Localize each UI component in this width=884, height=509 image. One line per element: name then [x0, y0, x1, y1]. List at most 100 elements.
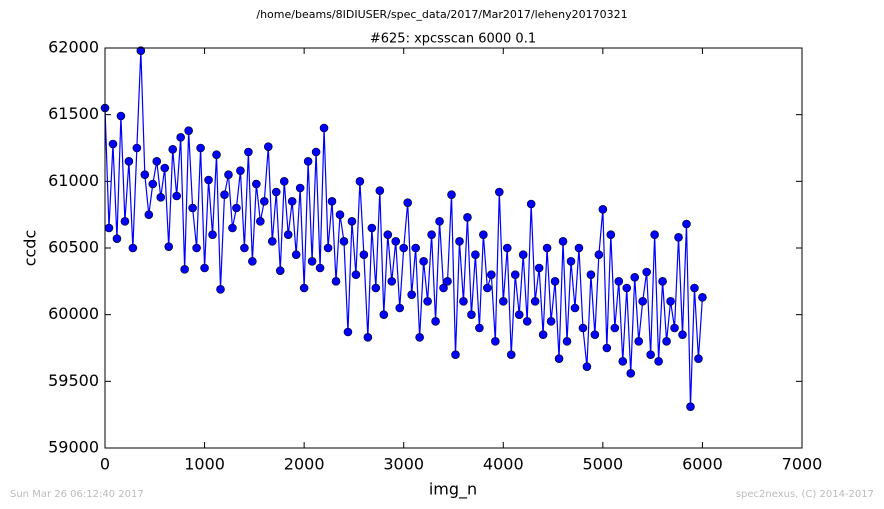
data-point — [546, 317, 556, 326]
x-tick-label: 6000 — [682, 455, 723, 474]
data-point — [220, 190, 229, 199]
data-point — [112, 234, 122, 243]
data-point — [594, 250, 604, 259]
data-point — [391, 237, 401, 246]
suptitle: /home/beams/8IDIUSER/spec_data/2017/Mar2… — [256, 8, 627, 21]
data-point — [654, 357, 663, 366]
data-point — [379, 310, 389, 319]
data-point — [451, 350, 460, 359]
data-point — [351, 270, 361, 279]
data-point — [331, 277, 341, 286]
data-point — [248, 257, 257, 266]
data-point — [614, 277, 624, 286]
data-point — [256, 217, 265, 226]
data-point — [240, 243, 249, 253]
data-point — [216, 285, 225, 294]
data-point — [646, 350, 655, 359]
data-point — [610, 323, 620, 333]
data-point — [232, 203, 241, 213]
data-point — [423, 297, 432, 306]
data-point — [263, 142, 273, 151]
data-point — [208, 230, 217, 239]
data-point — [160, 163, 170, 173]
data-point — [132, 143, 142, 153]
y-tick-label: 60500 — [48, 238, 99, 257]
data-point — [578, 323, 588, 333]
y-tick-label: 61500 — [48, 104, 99, 123]
data-point — [463, 213, 472, 222]
data-point — [471, 250, 480, 259]
data-point — [630, 273, 640, 282]
data-point — [267, 237, 277, 246]
data-point — [447, 190, 456, 199]
data-point — [359, 250, 369, 259]
data-point — [335, 210, 345, 219]
data-point — [228, 223, 237, 233]
data-point — [128, 243, 138, 253]
data-point — [192, 243, 201, 253]
footer-left: Sun Mar 26 06:12:40 2017 — [10, 489, 144, 500]
data-point — [303, 157, 313, 166]
data-point — [307, 257, 317, 266]
data-point — [510, 270, 520, 279]
data-point — [574, 243, 584, 253]
data-point — [144, 210, 154, 219]
data-point — [164, 242, 174, 251]
data-point — [180, 265, 189, 274]
data-point — [602, 343, 612, 353]
data-point — [387, 277, 397, 286]
data-point — [674, 233, 683, 242]
data-point — [204, 175, 213, 185]
data-point — [319, 123, 329, 133]
data-point — [518, 250, 528, 259]
plot-frame — [104, 47, 803, 449]
data-point — [252, 179, 261, 189]
data-point — [698, 293, 707, 302]
data-point — [642, 267, 651, 277]
data-point — [299, 283, 309, 293]
data-point — [315, 263, 325, 273]
data-point — [355, 177, 365, 186]
data-point — [550, 277, 560, 286]
y-tick-label: 62000 — [48, 38, 99, 57]
chart-title: #625: xpcsscan 6000 0.1 — [370, 32, 536, 47]
data-point — [554, 354, 564, 363]
data-point — [435, 217, 444, 226]
data-point — [148, 179, 158, 189]
data-point — [455, 237, 464, 246]
data-point — [188, 203, 197, 213]
data-point — [666, 297, 675, 306]
x-tick-label: 4000 — [483, 455, 524, 474]
data-point — [662, 337, 671, 346]
data-point — [443, 277, 452, 286]
data-point — [598, 205, 608, 214]
data-point — [427, 230, 436, 239]
data-point — [399, 243, 409, 253]
data-point — [200, 263, 209, 273]
data-point — [367, 223, 377, 233]
data-point — [678, 330, 687, 339]
data-point — [124, 157, 134, 166]
data-point — [291, 250, 301, 259]
data-point — [212, 150, 221, 159]
data-point — [562, 337, 572, 346]
x-tick-label: 1000 — [184, 455, 225, 474]
data-point — [327, 197, 337, 206]
data-point — [419, 257, 428, 266]
data-point — [467, 310, 476, 319]
data-point — [634, 337, 644, 346]
data-point — [542, 243, 552, 253]
data-point — [172, 191, 181, 201]
data-point — [395, 303, 405, 313]
data-point — [626, 369, 636, 378]
data-point — [224, 170, 233, 179]
data-point — [506, 350, 516, 359]
footer-right: spec2nexus, (C) 2014-2017 — [736, 489, 874, 500]
x-tick-label: 7000 — [782, 455, 823, 474]
data-point — [618, 357, 628, 366]
data-point — [495, 187, 504, 197]
data-point — [566, 257, 576, 266]
data-point — [586, 270, 596, 279]
data-point — [514, 310, 524, 319]
